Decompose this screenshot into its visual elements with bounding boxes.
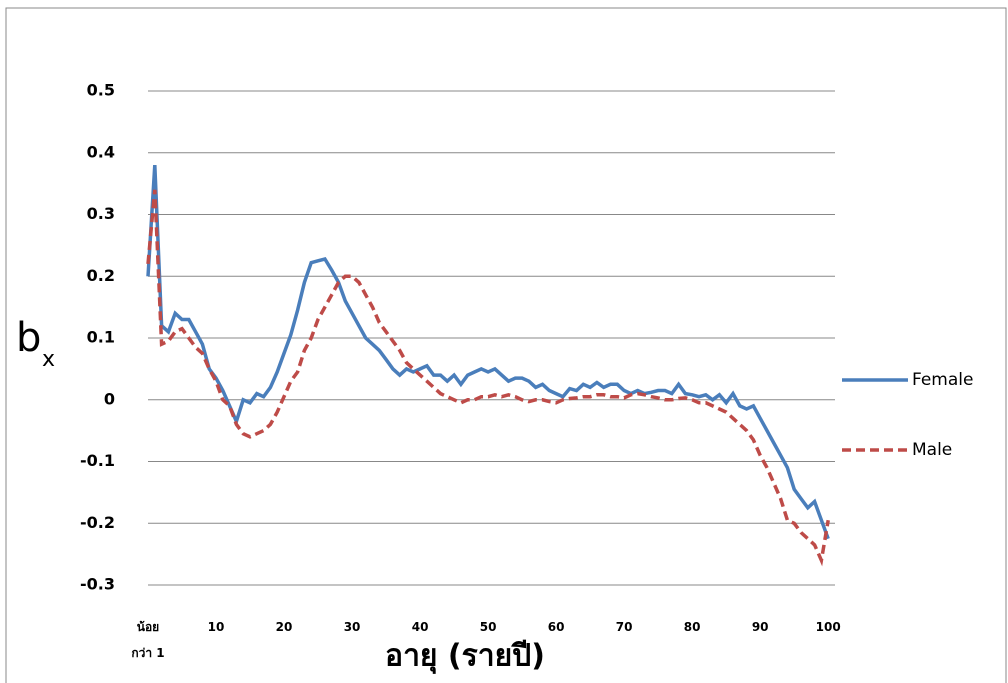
y-tick-label: 0.5 bbox=[87, 81, 115, 100]
y-tick-label: 0.4 bbox=[87, 142, 115, 161]
y-label: b bbox=[16, 315, 41, 361]
legend-label: Male bbox=[912, 440, 952, 460]
y-tick-label: 0.2 bbox=[87, 266, 115, 285]
x-tick-label: 10 bbox=[207, 620, 225, 634]
y-tick-label: 0.1 bbox=[87, 328, 115, 347]
x-tick-label: 20 bbox=[275, 620, 293, 634]
x-tick-label: 50 bbox=[479, 620, 497, 634]
series-line bbox=[146, 189, 830, 567]
legend-label: Female bbox=[912, 370, 973, 390]
x-tick-label: น้อย กว่า 1 bbox=[131, 620, 165, 660]
x-tick-label: 90 bbox=[751, 620, 769, 634]
x-tick-label: 60 bbox=[547, 620, 565, 634]
y-tick-label: 0.3 bbox=[87, 204, 115, 223]
y-label-sub: x bbox=[42, 347, 55, 372]
frame bbox=[5, 7, 1007, 683]
x-tick-label: 30 bbox=[343, 620, 361, 634]
x-tick-label: 100 bbox=[815, 620, 841, 634]
y-tick-label: -0.1 bbox=[80, 451, 115, 470]
x-label: อายุ (รายปี) bbox=[385, 639, 545, 675]
y-tick-label: -0.3 bbox=[80, 575, 115, 594]
x-tick-label: 80 bbox=[683, 620, 701, 634]
x-tick-label: 40 bbox=[411, 620, 429, 634]
y-tick-label: -0.2 bbox=[80, 513, 115, 532]
x-tick-label: 70 bbox=[615, 620, 633, 634]
y-tick-label: 0 bbox=[104, 389, 115, 408]
series-line bbox=[146, 164, 830, 540]
